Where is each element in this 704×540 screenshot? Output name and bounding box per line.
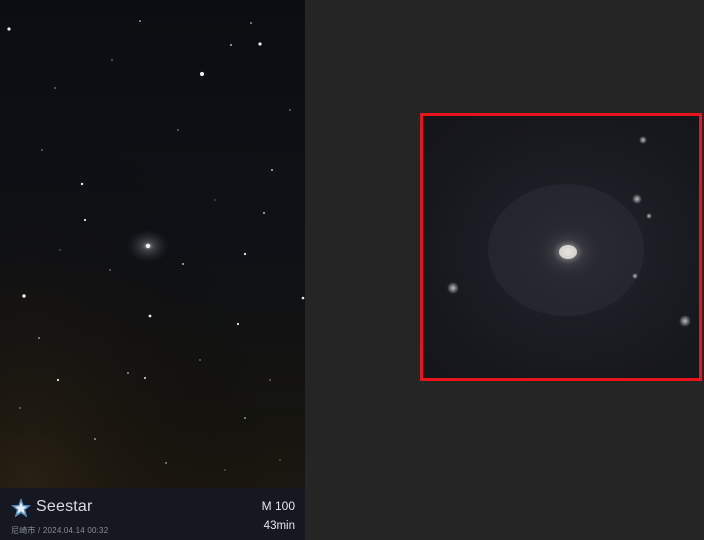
zoomed-galaxy-crop — [420, 113, 702, 381]
seestar-logo-icon — [11, 498, 31, 518]
star — [639, 136, 647, 144]
star-field — [0, 0, 305, 488]
caption-bar — [0, 488, 305, 540]
star — [447, 282, 459, 294]
exposure-time: 43min — [263, 520, 295, 532]
star — [632, 194, 642, 204]
star — [679, 315, 691, 327]
astro-photo: Seestar 尼崎市 / 2024.04.14 00:32 M 100 43m… — [0, 0, 305, 540]
location-datetime: 尼崎市 / 2024.04.14 00:32 — [11, 526, 109, 535]
target-name: M 100 — [261, 499, 295, 513]
zoomed-star-field — [447, 136, 691, 327]
star — [632, 273, 638, 279]
star — [646, 213, 652, 219]
brand-name: Seestar — [36, 498, 93, 515]
